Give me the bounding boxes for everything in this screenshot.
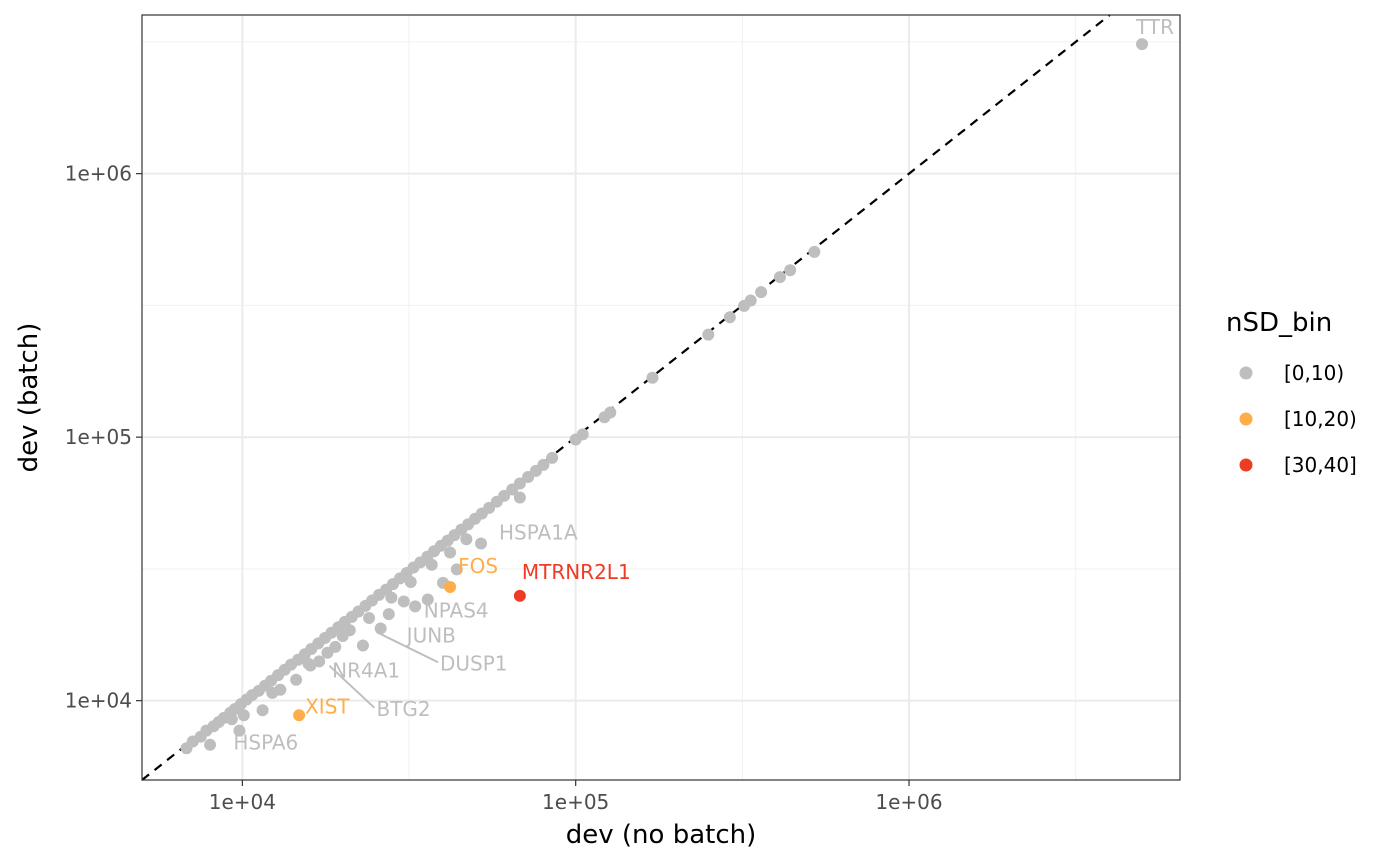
data-point <box>773 271 786 284</box>
data-point <box>576 428 589 441</box>
data-point <box>513 477 526 490</box>
data-point <box>204 738 217 751</box>
data-point <box>784 264 797 277</box>
data-point <box>233 724 246 737</box>
gene-label: FOS <box>458 554 498 578</box>
data-point <box>356 639 369 652</box>
x-tick-label: 1e+05 <box>542 790 609 814</box>
data-point <box>290 673 303 686</box>
data-point <box>374 622 387 635</box>
data-point <box>498 489 511 502</box>
gene-label: XIST <box>305 694 350 718</box>
data-point <box>425 558 438 571</box>
x-axis-title: dev (no batch) <box>566 820 757 850</box>
legend-key <box>1239 366 1253 380</box>
major-gridlines <box>142 15 1180 780</box>
data-point <box>321 646 334 659</box>
gene-label: DUSP1 <box>440 651 508 675</box>
gene-label: BTG2 <box>376 697 430 721</box>
data-point <box>702 328 715 341</box>
data-point <box>808 245 821 258</box>
data-point <box>444 546 457 559</box>
data-point-outlier <box>1136 38 1149 51</box>
gene-label: JUNB <box>405 623 456 647</box>
legend-label: [10,20) <box>1284 407 1357 431</box>
x-tick-label: 1e+06 <box>875 790 942 814</box>
x-tick-label: 1e+04 <box>209 790 276 814</box>
gene-label: MTRNR2L1 <box>522 560 631 584</box>
gene-label: HSPA6 <box>233 731 298 755</box>
data-point <box>397 595 410 608</box>
label-leader-line <box>376 631 439 664</box>
panel-border <box>141 14 1181 781</box>
minor-gridlines <box>142 15 1180 780</box>
data-point <box>755 286 768 299</box>
gene-label: TTR <box>1135 15 1174 39</box>
legend-key <box>1239 458 1253 472</box>
data-point <box>513 491 526 504</box>
data-point <box>546 451 559 464</box>
y-tick-label: 1e+04 <box>65 689 132 713</box>
identity-line <box>141 14 1111 781</box>
data-point <box>225 713 238 726</box>
data-point <box>385 591 398 604</box>
legend: nSD_bin [0,10) [10,20) [30,40] <box>1226 308 1357 479</box>
data-point <box>537 458 550 471</box>
data-point <box>421 593 434 606</box>
data-point <box>450 563 463 576</box>
data-point <box>744 294 757 307</box>
data-point <box>274 683 287 696</box>
data-point <box>409 600 422 613</box>
data-point <box>513 589 526 602</box>
data-point <box>460 533 473 546</box>
data-point <box>382 608 395 621</box>
gene-label: HSPA1A <box>499 520 578 544</box>
data-point <box>475 537 488 550</box>
data-point <box>293 709 306 722</box>
data-point <box>256 704 269 717</box>
y-axis-ticks: 1e+04 1e+05 1e+06 <box>65 162 142 713</box>
data-point <box>237 709 250 722</box>
data-point <box>304 659 317 672</box>
legend-key <box>1239 412 1253 426</box>
legend-items: [0,10) [10,20) [30,40] <box>1232 359 1357 479</box>
data-point <box>604 406 617 419</box>
x-axis-ticks: 1e+04 1e+05 1e+06 <box>209 780 943 814</box>
label-leader-lines <box>328 631 439 709</box>
identity-reference-line <box>141 14 1111 781</box>
data-points <box>180 38 1149 755</box>
gene-label: NPAS4 <box>424 599 489 623</box>
legend-title: nSD_bin <box>1226 308 1332 338</box>
label-leader-line <box>328 665 376 709</box>
y-tick-label: 1e+06 <box>65 162 132 186</box>
data-point <box>723 311 736 324</box>
legend-label: [30,40] <box>1284 453 1357 477</box>
data-point <box>404 576 417 589</box>
y-axis-title: dev (batch) <box>14 323 44 473</box>
data-point <box>336 629 349 642</box>
gene-label: NR4A1 <box>332 658 400 682</box>
legend-label: [0,10) <box>1284 361 1344 385</box>
data-point <box>363 611 376 624</box>
data-point <box>646 371 659 384</box>
data-point <box>444 581 457 594</box>
y-tick-label: 1e+05 <box>65 425 132 449</box>
